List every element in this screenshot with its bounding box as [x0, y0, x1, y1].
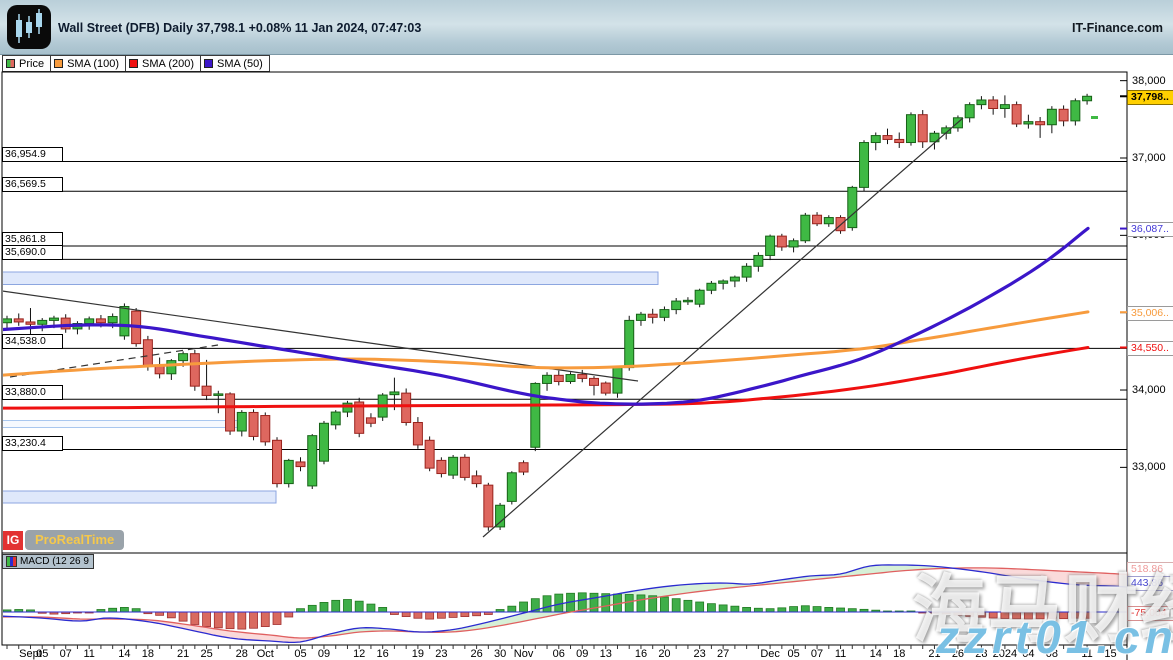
- candlestick-logo-icon: [7, 5, 51, 49]
- x-axis-label: 09: [317, 648, 331, 660]
- x-axis-label: 23: [435, 648, 448, 660]
- ig-logo-icon: IG: [3, 530, 23, 550]
- price-pane: [3, 93, 1127, 538]
- x-axis-label: 25: [200, 648, 213, 660]
- legend-label: SMA (100): [67, 57, 120, 70]
- x-axis-label: 28: [235, 648, 248, 660]
- level-price-label[interactable]: 33,880.0: [2, 385, 63, 401]
- sma-color-icon: [54, 59, 64, 68]
- level-price-label[interactable]: 33,230.4: [2, 435, 63, 451]
- itfinance-brand: IT-Finance.com: [1072, 21, 1163, 35]
- x-axis-label: Oct: [256, 648, 274, 660]
- x-axis-label: 05: [36, 648, 49, 660]
- legend-button-sma-50[interactable]: SMA (50): [200, 55, 270, 72]
- x-axis-label: 23: [693, 648, 706, 660]
- macd-value-label: 518.86: [1127, 561, 1173, 577]
- x-axis-label: 08: [1045, 648, 1058, 660]
- x-axis-label: 2024: [992, 648, 1018, 660]
- x-axis-label: 26: [951, 648, 965, 660]
- x-axis-label: 09: [576, 648, 589, 660]
- x-axis-label: 12: [353, 648, 366, 660]
- x-axis-label: Dec: [760, 648, 780, 660]
- x-axis-label: 05: [294, 648, 307, 660]
- y-axis-tick-label: 38,000: [1132, 74, 1166, 87]
- sma50-axis-label[interactable]: 36,087..: [1127, 222, 1173, 238]
- macd-icon: [6, 556, 17, 567]
- x-axis-label: 14: [869, 648, 882, 660]
- sma-color-icon: [204, 59, 213, 68]
- x-axis-label: Sept: [19, 648, 42, 660]
- x-axis-label: Nov: [513, 648, 534, 660]
- y-axis-tick-label: 37,000: [1132, 152, 1166, 164]
- legend-button-sma-100[interactable]: SMA (100): [50, 55, 127, 72]
- x-axis-label: 07: [810, 648, 824, 660]
- prorealtime-label: ProRealTime: [25, 530, 125, 550]
- x-axis-label: 20: [658, 648, 671, 660]
- macd-value-label: -75.004: [1127, 605, 1173, 621]
- watermark-chinese: 海马财经: [912, 568, 1173, 651]
- level-price-label[interactable]: 36,954.9: [2, 147, 63, 163]
- x-axis-label: 13: [599, 648, 612, 660]
- x-axis-label: 18: [893, 648, 906, 660]
- x-axis-label: 11: [834, 648, 847, 660]
- x-axis-label: 26: [470, 648, 483, 660]
- x-axis-label: 15: [1104, 648, 1117, 660]
- x-axis-label: 30: [493, 648, 507, 660]
- sma200-axis-label[interactable]: 34,550..: [1127, 340, 1173, 356]
- watermark-url: zzrt01.cn: [936, 611, 1173, 660]
- x-axis-label: 11: [1081, 648, 1093, 660]
- macd-value-label: 443.86: [1127, 575, 1173, 591]
- sma100-axis-label[interactable]: 35,006..: [1127, 305, 1173, 321]
- candles: [3, 93, 1093, 531]
- x-axis-label: 14: [118, 648, 131, 660]
- level-lines: [3, 160, 1127, 451]
- sma-color-icon: [129, 59, 139, 68]
- macd-indicator-label[interactable]: MACD (12 26 9: [2, 554, 94, 569]
- legend-label: Price: [19, 57, 45, 70]
- x-axis-label: 28: [975, 648, 988, 660]
- x-axis-label: 21: [176, 648, 190, 660]
- level-price-label[interactable]: 35,690.0: [2, 245, 63, 261]
- prorealtime-badge: IG ProRealTime: [3, 530, 125, 550]
- legend-label: SMA (50): [217, 57, 263, 70]
- price-series-icon: [6, 59, 15, 68]
- legend-label: SMA (200): [142, 57, 194, 70]
- x-axis-label: 05: [787, 648, 800, 660]
- macd-histogram: [3, 592, 1092, 630]
- x-axis-label: 21: [928, 648, 941, 660]
- x-axis-label: 16: [376, 648, 389, 660]
- macd-pane: [3, 564, 1127, 644]
- x-axis-label: 16: [634, 648, 648, 660]
- y-axis-tick-label: 34,000: [1132, 384, 1166, 397]
- x-axis-label: 11: [83, 648, 95, 660]
- last-price-axis-label[interactable]: 37,798..: [1127, 89, 1173, 105]
- x-axis-label: 07: [59, 648, 72, 660]
- top-bar: Wall Street (DFB) Daily 37,798.1 +0.08% …: [0, 0, 1173, 55]
- x-axis-label: 19: [411, 648, 425, 660]
- level-price-label[interactable]: 35,861.8: [2, 232, 63, 248]
- support-zones: [3, 271, 659, 504]
- level-price-label[interactable]: 34,538.0: [2, 334, 63, 350]
- sma-lines: [3, 226, 1090, 410]
- x-axis-label: 27: [717, 648, 730, 660]
- instrument-title: Wall Street (DFB) Daily 37,798.1 +0.08% …: [58, 21, 422, 35]
- x-axis-label: 06: [552, 648, 565, 660]
- level-price-label[interactable]: 36,569.5: [2, 177, 63, 193]
- y-axis-tick-label: 33,000: [1132, 461, 1166, 474]
- x-axis-label: 04: [1022, 648, 1035, 660]
- x-axis-label: 18: [141, 648, 154, 660]
